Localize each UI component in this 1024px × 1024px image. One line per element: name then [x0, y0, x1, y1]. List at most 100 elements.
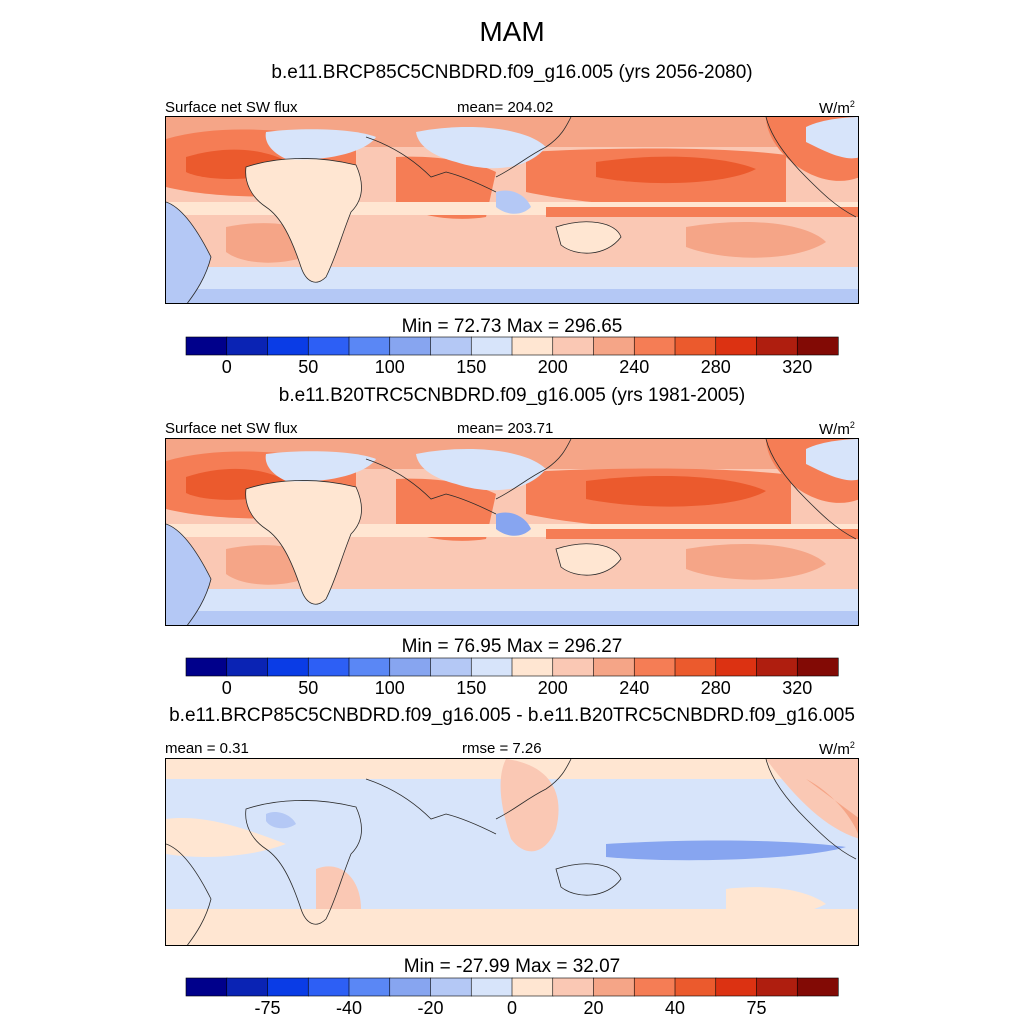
panel-3-units: W/m2 — [819, 740, 855, 758]
panel-1-coastlines — [166, 117, 857, 303]
panel-2-colorbar-swatch-6 — [430, 657, 472, 677]
panel-1-south-america — [166, 202, 211, 303]
panel-1-n-pacific-core — [596, 156, 756, 184]
panel-3-colorbar-swatch-13 — [715, 977, 758, 997]
panel-1-title: b.e11.BRCP85C5CNBDRD.f09_g16.005 (yrs 20… — [271, 62, 753, 83]
panel-3-colorbar-swatch-2 — [267, 977, 309, 997]
panel-2-units-exponent: 2 — [849, 420, 855, 430]
panel-3-map-svg — [166, 759, 858, 945]
panel-2-units-base: W/m — [819, 421, 850, 438]
panel-2-map-svg — [166, 439, 858, 625]
panel-3-southern-ocean — [166, 909, 858, 945]
panel-2-tick-1: 50 — [298, 678, 319, 698]
panel-3-colorbar-swatch-9 — [552, 977, 595, 997]
panel-1-s-pacific-band — [546, 207, 858, 217]
panel-2-sahara-mediterranean — [265, 451, 376, 482]
panel-2-tick-6: 280 — [700, 678, 731, 698]
panel-2-colorbar-swatch-2 — [267, 657, 309, 677]
panel-1-colorbar-swatch-13 — [715, 336, 758, 356]
panel-1-asia — [416, 127, 546, 169]
panel-3-colorbar-svg — [185, 977, 839, 997]
panel-1-colorbar-swatch-8 — [511, 336, 554, 356]
panel-2-coast-s-america — [166, 523, 212, 625]
panel-1-colorbar-swatch-1 — [226, 336, 269, 356]
panel-2-coast-east-asia — [495, 439, 572, 500]
panel-2-tick-2: 100 — [374, 678, 405, 698]
panel-3-colorbar-swatch-6 — [430, 977, 472, 997]
panel-1-units-exponent: 2 — [849, 99, 855, 109]
panel-1-colorbar-swatch-11 — [633, 336, 676, 356]
panel-2-south-america — [166, 524, 211, 625]
panel-3-colorbar-swatch-5 — [389, 977, 432, 997]
panel-3-colorbar-swatch-14 — [756, 977, 798, 997]
panel-1-coast-s-america — [166, 201, 212, 303]
panel-2-s-pacific-band — [546, 529, 858, 539]
panel-2-colorbar-swatch-3 — [307, 657, 350, 677]
panel-2-colorbar-title: Min = 76.95 Max = 296.27 — [401, 636, 623, 657]
panel-1-colorbar-swatch-10 — [593, 336, 635, 356]
panel-1-sahara-mediterranean — [265, 129, 376, 160]
panel-1-colorbar-swatch-2 — [267, 336, 309, 356]
panel-3-tick-3: 0 — [506, 998, 518, 1018]
panel-1-tick-4: 200 — [537, 357, 568, 377]
panel-1-units: W/m2 — [819, 99, 855, 117]
panel-1-tick-7: 320 — [782, 357, 813, 377]
panel-3-colorbar-title: Min = -27.99 Max = 32.07 — [403, 956, 621, 977]
panel-3-australia — [556, 863, 621, 896]
panel-1-mean-label: mean= 204.02 — [457, 99, 554, 116]
panel-3-mean-label: mean = 0.31 — [165, 740, 249, 757]
panel-2-maritime-continent — [496, 512, 531, 536]
panel-3-units-exponent: 2 — [849, 740, 855, 750]
panel-3-colorbar-swatch-11 — [633, 977, 676, 997]
panel-1-coast-east-asia — [495, 117, 572, 178]
panel-3-units-base: W/m — [819, 741, 850, 758]
panel-2-tick-7: 320 — [782, 678, 813, 698]
panel-1-variable-label: Surface net SW flux — [165, 99, 298, 116]
panel-1-maritime-continent — [496, 190, 531, 214]
panel-1-colorbar-swatch-7 — [470, 336, 513, 356]
panel-1-tick-5: 240 — [619, 357, 650, 377]
panel-2-s-pacific-high — [686, 544, 826, 580]
panel-1-coast-africa — [245, 158, 362, 283]
panel-2-colorbar-swatch-9 — [552, 657, 595, 677]
panel-1-colorbar — [185, 336, 839, 356]
panel-2-asia — [416, 449, 546, 491]
panel-3-coast-arabia-india — [365, 778, 497, 835]
panel-1-coast-north-america — [765, 117, 857, 218]
panel-2-tick-0: 0 — [221, 678, 232, 698]
panel-1-southern-ocean-low — [166, 289, 858, 303]
panel-2-colorbar-swatch-14 — [756, 657, 798, 677]
panel-1-colorbar-swatch-14 — [756, 336, 798, 356]
panel-2-coast-north-america — [765, 439, 857, 540]
panel-2-coastlines — [166, 439, 857, 625]
panel-2-map — [165, 438, 859, 626]
panel-2-tick-4: 200 — [537, 678, 568, 698]
panel-3-colorbar-swatch-0 — [185, 977, 228, 997]
panel-3-coast-east-asia — [495, 759, 572, 820]
panel-3-colorbar-swatch-15 — [796, 977, 839, 997]
panel-3-colorbar — [185, 977, 839, 997]
panel-2-north-america-inland — [806, 439, 858, 481]
panel-3-africa-negative — [266, 812, 296, 829]
panel-3-title: b.e11.BRCP85C5CNBDRD.f09_g16.005 - b.e11… — [169, 705, 855, 726]
panel-2-colorbar-swatch-1 — [226, 657, 269, 677]
panel-2-colorbar-swatch-5 — [389, 657, 432, 677]
panel-2-n-pacific-core — [586, 476, 766, 507]
panel-1-africa — [245, 158, 362, 283]
panel-1-s-pacific-high — [686, 222, 826, 258]
panel-3-coast-africa — [245, 800, 362, 925]
panel-3-north-america-positive — [766, 759, 858, 839]
panel-2-colorbar-swatch-15 — [796, 657, 839, 677]
panel-1-tick-6: 280 — [700, 357, 731, 377]
panel-3-tick-6: 75 — [746, 998, 767, 1018]
panel-3-rmse-label: rmse = 7.26 — [462, 740, 542, 757]
panel-1-colorbar-swatch-4 — [348, 336, 391, 356]
panel-3-colorbar-swatch-10 — [593, 977, 635, 997]
panel-2-colorbar-swatch-12 — [674, 657, 717, 677]
panel-1-tick-0: 0 — [221, 357, 232, 377]
panel-1-colorbar-swatch-6 — [430, 336, 472, 356]
panel-2-coast-australia — [555, 543, 622, 576]
panel-3-tick-4: 20 — [583, 998, 604, 1018]
panel-2-southern-ocean-low — [166, 611, 858, 625]
panel-1-units-base: W/m — [819, 100, 850, 117]
